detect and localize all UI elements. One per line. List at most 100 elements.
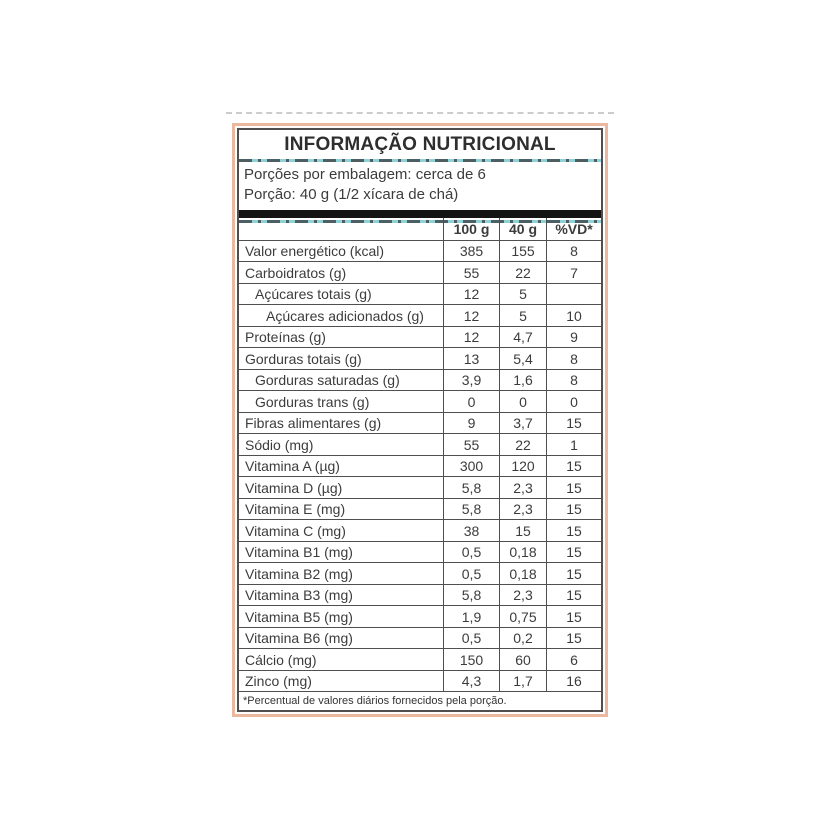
nutrient-name-cell: Fibras alimentares (g) [245, 415, 382, 431]
value-vd-cell: 9 [546, 326, 601, 348]
footnote: *Percentual de valores diários fornecido… [239, 691, 601, 710]
nutrient-name-cell: Vitamina B5 (mg) [245, 608, 353, 625]
value-vd-cell: 15 [546, 627, 601, 649]
nutrition-label: INFORMAÇÃO NUTRICIONAL Porções por embal… [226, 111, 614, 718]
nutrient-name-cell: Cálcio (mg) [245, 651, 317, 668]
value-40g-cell: 1,6 [499, 369, 546, 391]
table-row: Carboidratos (g) 55 22 7 [239, 261, 601, 283]
portion-size: Porção: 40 g (1/2 xícara de chá) [244, 185, 459, 203]
value-vd-cell: 8 [546, 348, 601, 369]
table-row: Açúcares adicionados (g) 12 5 10 [239, 304, 601, 326]
table-row: Gorduras trans (g) 0 0 0 [239, 390, 601, 412]
crop-mark-line [226, 111, 614, 114]
table-row: Proteínas (g) 12 4,7 9 [239, 325, 601, 348]
table-row: Vitamina B3 (mg) 5,8 2,3 15 [239, 583, 601, 606]
table-row: Vitamina C (mg) 38 15 15 [239, 519, 601, 541]
nutrient-name-cell: Gorduras totais (g) [245, 350, 362, 367]
value-100g-cell: 12 [443, 283, 499, 305]
nutrient-name-cell: Vitamina B2 (mg) [245, 565, 353, 582]
value-vd-cell: 15 [546, 412, 601, 434]
value-40g-cell: 0,2 [499, 627, 546, 649]
value-40g-cell: 2,3 [499, 477, 546, 498]
header-vd: %VD* [546, 217, 601, 240]
table-row: Gorduras saturadas (g) 3,9 1,6 8 [239, 368, 601, 391]
value-vd-cell [546, 283, 601, 305]
label-table-box: INFORMAÇÃO NUTRICIONAL Porções por embal… [237, 127, 603, 713]
value-100g-cell: 12 [443, 326, 499, 348]
nutrient-name-cell: Açúcares adicionados (g) [266, 307, 424, 324]
value-40g-cell: 60 [499, 649, 546, 670]
value-100g-cell: 0 [443, 391, 499, 412]
value-100g-cell: 0,5 [443, 627, 499, 649]
value-100g-cell: 4,3 [443, 670, 499, 692]
value-40g-cell: 5 [499, 283, 546, 305]
thick-divider-bar [239, 209, 601, 218]
nutrient-name-cell: Proteínas (g) [245, 329, 326, 345]
table-body: Valor energético (kcal) 385 155 8 Carboi… [239, 239, 601, 692]
teal-dash-line-header [239, 219, 601, 223]
nutrient-name-cell: Vitamina C (mg) [245, 522, 346, 539]
value-100g-cell: 9 [443, 412, 499, 434]
value-vd-cell: 6 [546, 649, 601, 670]
value-40g-cell: 2,3 [499, 498, 546, 520]
value-40g-cell: 3,7 [499, 412, 546, 434]
value-vd-cell: 15 [546, 477, 601, 498]
nutrient-name-cell: Vitamina B3 (mg) [245, 587, 353, 603]
table-row: Açúcares totais (g) 12 5 [239, 282, 601, 305]
value-vd-cell: 15 [546, 455, 601, 477]
value-vd-cell: 15 [546, 520, 601, 541]
label-title: INFORMAÇÃO NUTRICIONAL [284, 133, 556, 155]
servings-per-package: Porções por embalagem: cerca de 6 [244, 165, 486, 183]
header-nutrient-cell [239, 218, 443, 240]
value-100g-cell: 55 [443, 434, 499, 455]
table-row: Vitamina B2 (mg) 0,5 0,18 15 [239, 562, 601, 584]
nutrient-name-cell: Sódio (mg) [245, 436, 314, 453]
nutrient-name-cell: Vitamina B6 (mg) [245, 630, 353, 646]
value-40g-cell: 4,7 [499, 326, 546, 348]
value-100g-cell: 55 [443, 262, 499, 283]
value-40g-cell: 0,75 [499, 606, 546, 627]
value-vd-cell: 7 [546, 262, 601, 283]
value-100g-cell: 0,5 [443, 563, 499, 584]
table-row: Fibras alimentares (g) 9 3,7 15 [239, 411, 601, 434]
value-vd-cell: 8 [546, 240, 601, 262]
header-100g: 100 g [443, 217, 499, 240]
nutrient-name-cell: Carboidratos (g) [245, 264, 347, 281]
label-salmon-frame: INFORMAÇÃO NUTRICIONAL Porções por embal… [232, 122, 608, 718]
value-100g-cell: 0,5 [443, 541, 499, 563]
table-row: Vitamina A (µg) 300 120 15 [239, 454, 601, 477]
value-vd-cell: 15 [546, 563, 601, 584]
table-row: Sódio (mg) 55 22 1 [239, 433, 601, 455]
value-vd-cell: 15 [546, 584, 601, 606]
nutrient-name-cell: Gorduras saturadas (g) [255, 372, 400, 388]
value-100g-cell: 385 [443, 240, 499, 262]
value-100g-cell: 12 [443, 305, 499, 326]
portion-info: Porções por embalagem: cerca de 6 Porção… [239, 162, 601, 209]
nutrient-name-cell: Vitamina E (mg) [245, 501, 346, 517]
table-row: Vitamina B1 (mg) 0,5 0,18 15 [239, 540, 601, 563]
value-40g-cell: 5,4 [499, 348, 546, 369]
value-vd-cell: 8 [546, 369, 601, 391]
value-100g-cell: 1,9 [443, 606, 499, 627]
nutrient-name-cell: Valor energético (kcal) [245, 243, 385, 259]
value-vd-cell: 15 [546, 606, 601, 627]
value-vd-cell: 10 [546, 305, 601, 326]
nutrient-name-cell: Açúcares totais (g) [255, 286, 372, 302]
value-100g-cell: 3,9 [443, 369, 499, 391]
value-vd-cell: 15 [546, 541, 601, 563]
value-100g-cell: 300 [443, 455, 499, 477]
value-100g-cell: 5,8 [443, 584, 499, 606]
value-vd-cell: 16 [546, 670, 601, 692]
value-40g-cell: 120 [499, 455, 546, 477]
value-100g-cell: 5,8 [443, 498, 499, 520]
table-row: Valor energético (kcal) 385 155 8 [239, 239, 601, 262]
value-100g-cell: 150 [443, 649, 499, 670]
table-row: Cálcio (mg) 150 60 6 [239, 648, 601, 670]
table-row: Vitamina B6 (mg) 0,5 0,2 15 [239, 626, 601, 649]
table-row: Vitamina B5 (mg) 1,9 0,75 15 [239, 605, 601, 627]
value-40g-cell: 22 [499, 262, 546, 283]
nutrient-name-cell: Vitamina D (µg) [245, 479, 343, 496]
value-100g-cell: 38 [443, 520, 499, 541]
table-row: Vitamina D (µg) 5,8 2,3 15 [239, 476, 601, 498]
